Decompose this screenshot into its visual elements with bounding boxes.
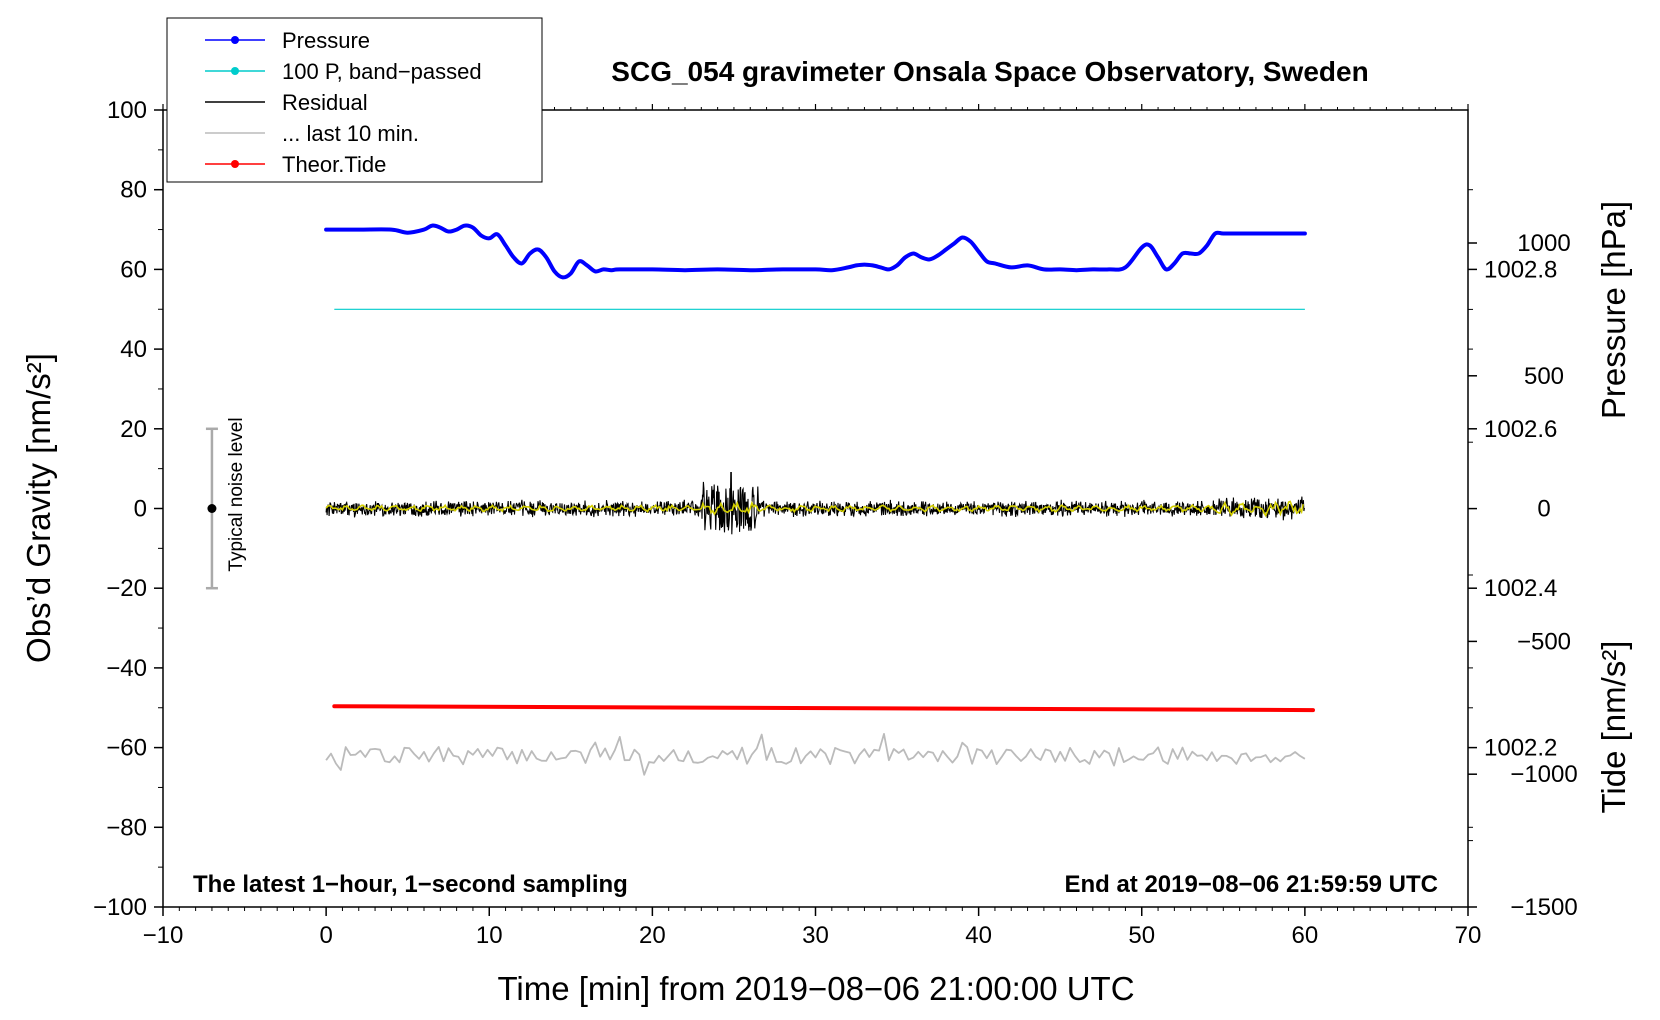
tide-tick-label: −1000 [1510,761,1577,788]
chart-title: SCG_054 gravimeter Onsala Space Observat… [611,56,1368,87]
y-axis-title-pressure: Pressure [hPa] [1595,201,1632,419]
x-axis-title: Time [min] from 2019−08−06 21:00:00 UTC [497,970,1134,1007]
tide-tick-label: 0 [1537,496,1550,523]
legend-marker [231,67,239,75]
y-tick-label: −100 [93,894,147,921]
y-axis-title-left: Obs’d Gravity [nm/s²] [20,353,57,663]
legend-label: Residual [282,90,368,115]
tide-tick-label: 500 [1524,363,1564,390]
tide-tick-label: −500 [1517,628,1571,655]
legend-item: ... last 10 min. [205,121,419,146]
x-tick-label: 60 [1292,922,1319,949]
y-tick-label: 60 [120,256,147,283]
x-tick-label: 10 [476,922,503,949]
y-tick-label: −20 [106,575,147,602]
legend-label: 100 P, band−passed [282,59,482,84]
legend-item: Theor.Tide [205,152,386,177]
pressure-tick-label: 1002.6 [1484,416,1557,443]
x-tick-label: 40 [965,922,992,949]
x-tick-label: 20 [639,922,666,949]
y-tick-label: −80 [106,814,147,841]
y-tick-label: 40 [120,336,147,363]
y-tick-label: −40 [106,655,147,682]
legend-item: Residual [205,90,368,115]
y-tick-label: −60 [106,735,147,762]
legend-item: Pressure [205,28,370,53]
legend-label: ... last 10 min. [282,121,419,146]
noise-label: Typical noise level [226,417,247,571]
tide-tick-label: −1500 [1510,894,1577,921]
legend-marker [231,36,239,44]
x-tick-label: 70 [1455,922,1482,949]
noise-indicator: Typical noise level [205,417,247,590]
y-tick-label: 100 [107,97,147,124]
legend-label: Theor.Tide [282,152,386,177]
series-residual [325,472,1305,535]
y-tick-label: 80 [120,177,147,204]
note-left: The latest 1−hour, 1−second sampling [193,871,628,898]
pressure-tick-label: 1002.4 [1484,575,1557,602]
x-tick-label: 30 [802,922,829,949]
legend-item: 100 P, band−passed [205,59,482,84]
series-theor-tide [332,704,1315,713]
series-last-10-min [325,733,1306,776]
legend-box [166,17,543,183]
legend: Pressure 100 P, band−passed Residual ... la… [166,17,543,183]
legend-items: Pressure 100 P, band−passed Residual ... la… [205,28,482,177]
x-tick-label: −10 [143,922,184,949]
pressure-tick-label: 1002.2 [1484,735,1557,762]
tide-tick-label: 1000 [1517,230,1570,257]
x-tick-label: 0 [319,922,332,949]
pressure-tick-label: 1002.8 [1484,256,1557,283]
series-filtered [325,500,1304,518]
y-tick-label: 20 [120,416,147,443]
legend-marker [231,160,239,168]
y-tick-label: 0 [134,496,147,523]
y-axis-title-tide: Tide [nm/s²] [1595,641,1632,814]
axis-layer: −10 0 10 20 30 40 50 60 70−100−80−60−40−20020406… [93,97,1578,949]
series-pressure [324,223,1307,280]
series-layer [324,223,1315,776]
x-tick-label: 50 [1128,922,1155,949]
noise-center-dot [207,504,217,513]
legend-label: Pressure [282,28,370,53]
note-right: End at 2019−08−06 21:59:59 UTC [1064,871,1438,898]
